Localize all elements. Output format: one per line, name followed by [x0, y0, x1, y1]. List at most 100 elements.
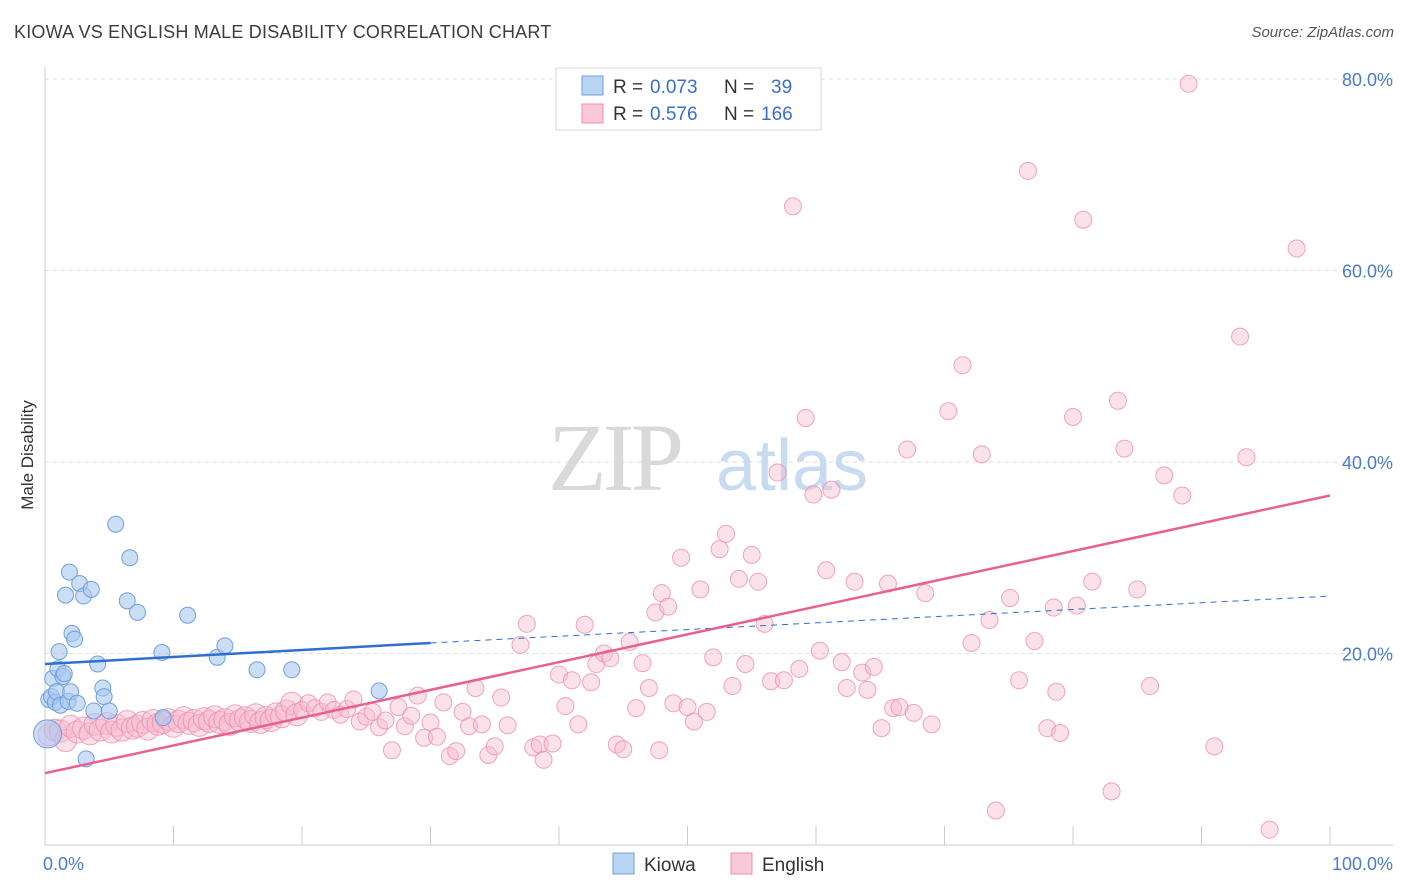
english-point [1019, 161, 1038, 180]
watermark: ZIP atlas [548, 404, 868, 511]
english-point [972, 445, 991, 464]
legend-english-n-label: N = [724, 104, 754, 125]
english-point [684, 712, 703, 731]
english-point [1051, 723, 1070, 742]
english-point [790, 659, 809, 678]
english-point [389, 698, 408, 717]
english-point [742, 545, 761, 564]
english-point [1128, 580, 1147, 599]
y-tick-label: 40.0% [1342, 453, 1393, 473]
english-point [614, 740, 633, 759]
english-point [627, 699, 646, 718]
english-point [569, 715, 588, 734]
kiowa-point [216, 637, 234, 655]
kiowa-point [57, 586, 75, 604]
english-point [939, 402, 958, 421]
english-point [817, 561, 836, 580]
bottom-legend: Kiowa English [612, 852, 824, 876]
english-point [1237, 448, 1256, 467]
watermark-zip: ZIP [548, 404, 681, 511]
english-point [1025, 632, 1044, 651]
english-trend-line [44, 494, 1331, 775]
english-point [534, 750, 553, 769]
english-point [1001, 588, 1020, 607]
bottom-legend-english-label: English [762, 855, 824, 876]
english-point [768, 463, 787, 482]
english-point [697, 702, 716, 721]
axes [44, 67, 1393, 846]
english-point [884, 699, 903, 718]
legend-kiowa-r-value: 0.073 [650, 77, 698, 98]
english-point [822, 480, 841, 499]
english-point [415, 728, 434, 747]
kiowa-point [121, 549, 139, 567]
english-point [864, 657, 883, 676]
english-point [408, 686, 427, 705]
y-tick-label: 60.0% [1342, 262, 1393, 282]
english-point [1083, 572, 1102, 591]
english-point [1141, 677, 1160, 696]
english-point [1067, 596, 1086, 615]
english-point [530, 735, 549, 754]
kiowa-trend-line [44, 641, 431, 666]
kiowa-points [33, 515, 388, 768]
english-point [832, 653, 851, 672]
english-point [427, 727, 446, 746]
english-point [633, 654, 652, 673]
y-tick-label: 80.0% [1342, 70, 1393, 90]
legend: R = 0.073 N = 39 R = 0.576 N = 166 [555, 67, 822, 131]
english-point [639, 678, 658, 697]
english-point [562, 671, 581, 690]
english-point [853, 663, 872, 682]
english-point [1064, 407, 1082, 426]
english-point [402, 706, 421, 725]
kiowa-point [66, 630, 84, 648]
english-point [916, 584, 935, 603]
english-point [837, 678, 856, 697]
english-point [1047, 682, 1066, 701]
trend-lines [44, 494, 1331, 775]
english-point [543, 734, 562, 753]
english-point [395, 717, 414, 736]
english-point [370, 718, 389, 737]
english-point [804, 485, 823, 504]
english-point [691, 580, 710, 599]
english-point [1260, 820, 1279, 839]
english-point [723, 677, 742, 696]
english-point [1010, 671, 1029, 690]
legend-english-n-value: 166 [761, 104, 793, 125]
english-point [872, 719, 891, 738]
english-point [556, 697, 575, 716]
english-point [659, 597, 678, 616]
kiowa-point [68, 694, 86, 712]
bottom-legend-kiowa-label: Kiowa [644, 855, 696, 876]
english-point [382, 741, 401, 760]
legend-kiowa-n-label: N = [724, 77, 754, 98]
english-point [980, 610, 999, 629]
legend-kiowa-swatch [581, 75, 604, 96]
english-point [762, 672, 781, 691]
english-point [736, 655, 755, 674]
english-point [717, 524, 736, 543]
english-point [434, 693, 453, 712]
x-tick-label-right: 100.0% [1332, 854, 1393, 874]
english-point [1287, 239, 1306, 258]
english-point [783, 197, 802, 216]
english-point [1074, 210, 1093, 229]
english-point [280, 691, 304, 715]
english-point [650, 741, 669, 760]
english-point [1179, 74, 1198, 93]
english-point [498, 716, 517, 735]
legend-english-r-label: R = [613, 104, 643, 125]
english-point [953, 356, 972, 375]
english-point [1108, 391, 1127, 410]
english-point [858, 680, 877, 699]
english-point [1102, 782, 1121, 801]
english-point [704, 648, 723, 667]
english-point [904, 703, 923, 722]
kiowa-point [179, 606, 197, 624]
english-point [1044, 598, 1063, 617]
english-point [376, 711, 395, 730]
kiowa-point [129, 603, 147, 621]
